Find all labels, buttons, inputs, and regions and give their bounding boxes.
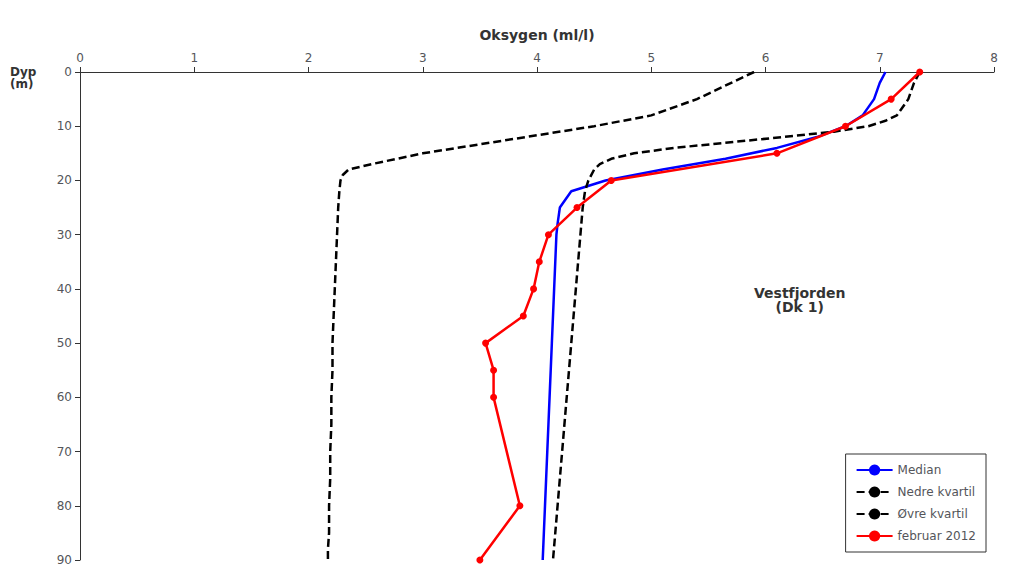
svg-text:Øvre kvartil: Øvre kvartil — [898, 507, 968, 521]
svg-text:0: 0 — [76, 51, 84, 65]
svg-text:Dyp: Dyp — [10, 65, 37, 79]
svg-text:1: 1 — [190, 51, 198, 65]
svg-text:8: 8 — [990, 51, 998, 65]
svg-text:80: 80 — [57, 499, 72, 513]
svg-text:2: 2 — [305, 51, 313, 65]
svg-text:40: 40 — [57, 282, 72, 296]
svg-text:Oksygen (ml/l): Oksygen (ml/l) — [479, 27, 594, 43]
svg-text:Median: Median — [898, 463, 942, 477]
svg-text:50: 50 — [57, 336, 72, 350]
svg-text:60: 60 — [57, 390, 72, 404]
svg-text:10: 10 — [57, 119, 72, 133]
svg-text:3: 3 — [419, 51, 427, 65]
svg-text:70: 70 — [57, 445, 72, 459]
svg-text:5: 5 — [647, 51, 655, 65]
svg-text:Nedre kvartil: Nedre kvartil — [898, 485, 976, 499]
svg-text:7: 7 — [876, 51, 884, 65]
svg-text:30: 30 — [57, 228, 72, 242]
svg-text:Vestfjorden: Vestfjorden — [754, 284, 846, 301]
svg-text:4: 4 — [533, 51, 541, 65]
svg-text:(Dk 1): (Dk 1) — [776, 299, 824, 315]
svg-text:90: 90 — [57, 553, 72, 567]
svg-text:6: 6 — [762, 51, 770, 65]
svg-text:0: 0 — [64, 65, 72, 79]
svg-text:februar 2012: februar 2012 — [898, 529, 976, 543]
svg-text:20: 20 — [57, 173, 72, 187]
svg-text:(m): (m) — [10, 77, 33, 91]
